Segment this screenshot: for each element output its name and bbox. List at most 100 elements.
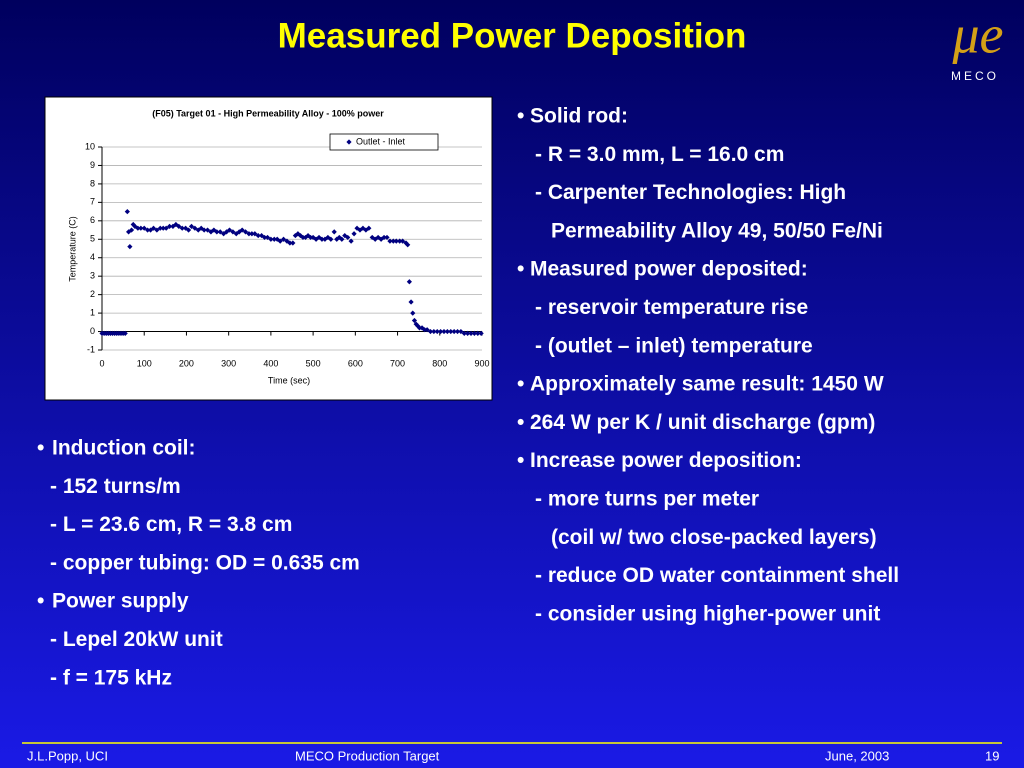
point — [410, 310, 416, 316]
point — [280, 236, 287, 242]
point — [468, 330, 474, 336]
point — [393, 238, 399, 244]
point — [239, 227, 245, 233]
bullet-text: Measured power deposited: — [530, 258, 808, 281]
point — [226, 227, 233, 233]
point — [141, 225, 147, 231]
point — [284, 238, 290, 244]
y-tick-label: 6 — [90, 215, 95, 225]
point — [405, 242, 411, 248]
y-axis-label: Temperature (C) — [67, 216, 77, 282]
point — [411, 317, 418, 324]
point — [366, 225, 372, 231]
point — [310, 234, 316, 241]
point — [252, 231, 258, 237]
point — [160, 225, 166, 231]
bullet-text: - (outlet – inlet) temperature — [535, 334, 813, 357]
bullet-text: - L = 23.6 cm, R = 3.8 cm — [50, 513, 292, 536]
point — [255, 232, 261, 239]
point — [135, 225, 141, 231]
point — [214, 229, 220, 235]
bullet-text: - f = 175 kHz — [50, 666, 172, 689]
point — [277, 238, 283, 244]
point — [351, 231, 357, 237]
point — [128, 227, 135, 233]
legend-marker — [346, 139, 352, 145]
point — [345, 234, 351, 241]
point — [387, 238, 393, 244]
footer-center: MECO Production Target — [295, 748, 440, 763]
point — [185, 227, 192, 233]
x-tick-label: 400 — [263, 358, 278, 368]
point — [204, 227, 211, 233]
y-tick-label: 5 — [90, 234, 95, 244]
point — [465, 330, 471, 336]
point — [268, 236, 274, 242]
footer-author: J.L.Popp, UCI — [27, 748, 108, 763]
y-tick-label: 1 — [90, 307, 95, 317]
point — [122, 330, 128, 336]
bullet-text: - copper tubing: OD = 0.635 cm — [50, 551, 360, 574]
bullet: • — [517, 258, 524, 281]
point — [322, 236, 328, 242]
point — [145, 227, 151, 233]
point — [471, 330, 477, 336]
point — [461, 330, 467, 336]
point — [249, 231, 255, 237]
point — [424, 327, 430, 333]
point — [305, 232, 311, 239]
point — [319, 236, 325, 242]
bullet-text: - 152 turns/m — [50, 475, 181, 498]
point — [192, 225, 198, 231]
point — [372, 236, 378, 242]
point — [217, 229, 223, 235]
point — [271, 236, 277, 242]
point — [176, 223, 182, 229]
bullet-text: Solid rod: — [530, 105, 628, 128]
point — [448, 328, 454, 335]
bullet-text: - Carpenter Technologies: High — [535, 181, 846, 204]
bullet-text: Increase power deposition: — [530, 449, 802, 472]
point — [378, 236, 384, 242]
point — [444, 328, 450, 335]
legend-label: Outlet - Inlet — [356, 136, 406, 146]
y-tick-label: 9 — [90, 160, 95, 170]
bullet: • — [517, 373, 524, 396]
x-tick-label: 600 — [348, 358, 363, 368]
point — [458, 328, 464, 335]
bullet-text: 264 W per K / unit discharge (gpm) — [530, 411, 875, 434]
point — [295, 231, 301, 237]
footer-date: June, 2003 — [825, 748, 889, 763]
point — [188, 223, 195, 229]
point — [287, 240, 293, 246]
bullet: • — [517, 449, 524, 472]
point — [397, 238, 403, 244]
point — [154, 227, 160, 233]
point — [157, 225, 163, 231]
y-tick-label: -1 — [87, 344, 95, 354]
point — [360, 225, 366, 231]
point — [475, 330, 481, 336]
x-tick-label: 0 — [99, 358, 104, 368]
point — [261, 234, 268, 241]
bullet-text: - more turns per meter — [535, 488, 759, 511]
bullet-text: - consider using higher-power unit — [535, 602, 880, 625]
bullet-text: - reduce OD water containment shell — [535, 564, 899, 587]
point — [328, 236, 334, 242]
y-tick-label: 4 — [90, 252, 95, 262]
point — [292, 232, 298, 239]
logo-name: MECO — [951, 69, 999, 83]
bullet: • — [517, 411, 524, 434]
point — [375, 234, 381, 241]
bullet: • — [37, 590, 44, 613]
point — [441, 328, 447, 335]
bullet-text: - Lepel 20kW unit — [50, 628, 223, 651]
point — [166, 223, 173, 229]
point — [384, 234, 390, 241]
bullet-text: Induction coil: — [52, 437, 195, 460]
point — [259, 232, 265, 239]
x-tick-label: 300 — [221, 358, 236, 368]
x-tick-label: 900 — [474, 358, 489, 368]
y-tick-label: 0 — [90, 326, 95, 336]
